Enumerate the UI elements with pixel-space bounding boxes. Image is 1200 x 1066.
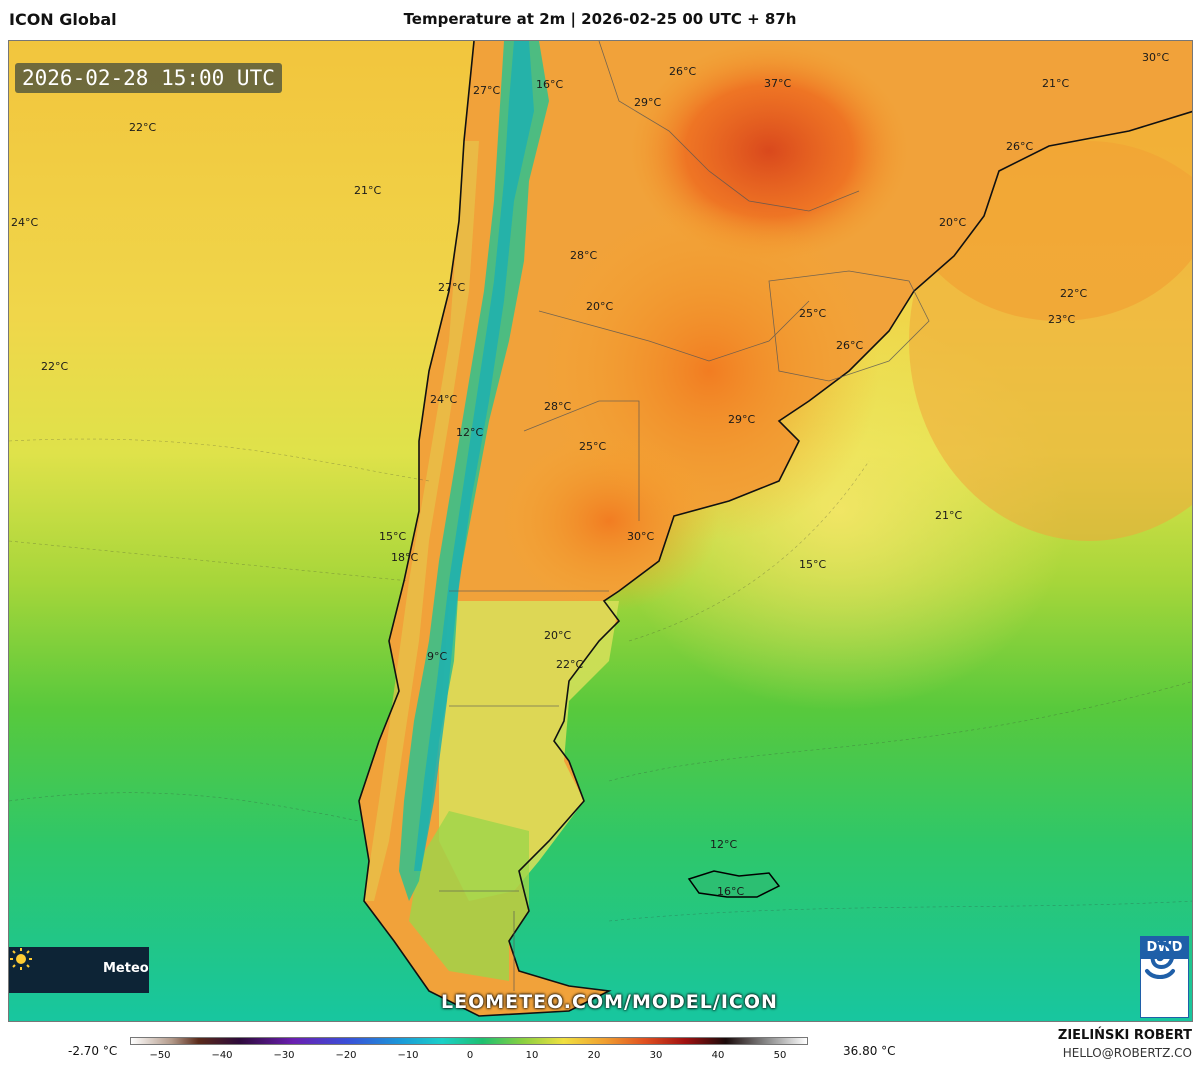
- author-name: ZIELIŃSKI ROBERT: [1057, 1028, 1192, 1043]
- temp-label: 27°C: [473, 84, 501, 97]
- colorbar-legend: -2.70 °C −50 −40 −30 −20 −10 0 10 20 30 40 50 36.8…: [0, 1028, 1200, 1066]
- temp-label: 18°C: [391, 551, 419, 564]
- colorbar-tick: 40: [711, 1050, 725, 1061]
- temp-label: 37°C: [764, 77, 792, 90]
- colorbar-tick: 0: [466, 1050, 474, 1061]
- temp-label: 21°C: [354, 184, 382, 197]
- colorbar-tick: −40: [211, 1050, 233, 1061]
- temp-label: 12°C: [456, 426, 484, 439]
- legend-min-value: -2.70 °C: [68, 1044, 118, 1058]
- map-title: Temperature at 2m | 2026-02-25 00 UTC + …: [403, 10, 797, 28]
- temp-label: 28°C: [570, 249, 598, 262]
- temp-label: 29°C: [634, 96, 662, 109]
- sun-icon: [10, 948, 32, 970]
- website-watermark: LEOMETEO.COM/MODEL/ICON: [441, 991, 778, 1013]
- colorbar-tick: −20: [335, 1050, 357, 1061]
- temp-label: 28°C: [544, 400, 572, 413]
- temp-label: 15°C: [799, 558, 827, 571]
- colorbar: [130, 1037, 808, 1045]
- temp-label: 12°C: [710, 838, 738, 851]
- brand-text: Meteo: [103, 961, 149, 976]
- borders: [439, 41, 930, 991]
- coastline: [358, 41, 1192, 1017]
- model-name: ICON Global: [9, 10, 117, 29]
- brand-logo-box[interactable]: Meteo: [9, 947, 149, 993]
- temp-label: 30°C: [1142, 51, 1170, 64]
- colorbar-tick: 30: [649, 1050, 663, 1061]
- colorbar-tick: −10: [397, 1050, 419, 1061]
- temp-label: 25°C: [799, 307, 827, 320]
- temp-label: 22°C: [129, 121, 157, 134]
- temperature-map: 2026-02-28 15:00 UTC 22°C 21°C 24°C 22°C…: [8, 40, 1193, 1022]
- author-email[interactable]: HELLO@ROBERTZ.CO: [1062, 1046, 1192, 1060]
- temp-label: 24°C: [430, 393, 458, 406]
- temp-label: 22°C: [41, 360, 69, 373]
- map-canvas: [9, 41, 1192, 1021]
- temp-label: 16°C: [717, 885, 745, 898]
- temp-label: 16°C: [536, 78, 564, 91]
- colorbar-tick: 10: [525, 1050, 539, 1061]
- temp-label: 20°C: [586, 300, 614, 313]
- temp-label: 23°C: [1048, 313, 1076, 326]
- temp-label: 26°C: [669, 65, 697, 78]
- legend-max-value: 36.80 °C: [843, 1044, 896, 1058]
- temp-label: 21°C: [935, 509, 963, 522]
- temp-label: 22°C: [556, 658, 584, 671]
- header-bar: ICON Global Temperature at 2m | 2026-02-…: [0, 0, 1200, 38]
- colorbar-tick: 50: [773, 1050, 787, 1061]
- temp-label: 15°C: [379, 530, 407, 543]
- temp-label: 29°C: [728, 413, 756, 426]
- temp-label: 20°C: [939, 216, 967, 229]
- temp-label: 20°C: [544, 629, 572, 642]
- temp-label: 21°C: [1042, 77, 1070, 90]
- temp-label: 26°C: [836, 339, 864, 352]
- temp-label: 24°C: [11, 216, 39, 229]
- temp-label: 30°C: [627, 530, 655, 543]
- temp-label: 26°C: [1006, 140, 1034, 153]
- temp-label: 9°C: [427, 650, 448, 663]
- colorbar-tick: 20: [587, 1050, 601, 1061]
- dwd-logo: DWD: [1140, 936, 1189, 1018]
- colorbar-tick: −50: [149, 1050, 171, 1061]
- temp-label: 22°C: [1060, 287, 1088, 300]
- temp-label: 25°C: [579, 440, 607, 453]
- temp-label: 27°C: [438, 281, 466, 294]
- swirl-icon: [1145, 941, 1175, 979]
- colorbar-tick: −30: [273, 1050, 295, 1061]
- falkland-islands: [687, 870, 781, 898]
- valid-time-badge: 2026-02-28 15:00 UTC: [15, 63, 282, 93]
